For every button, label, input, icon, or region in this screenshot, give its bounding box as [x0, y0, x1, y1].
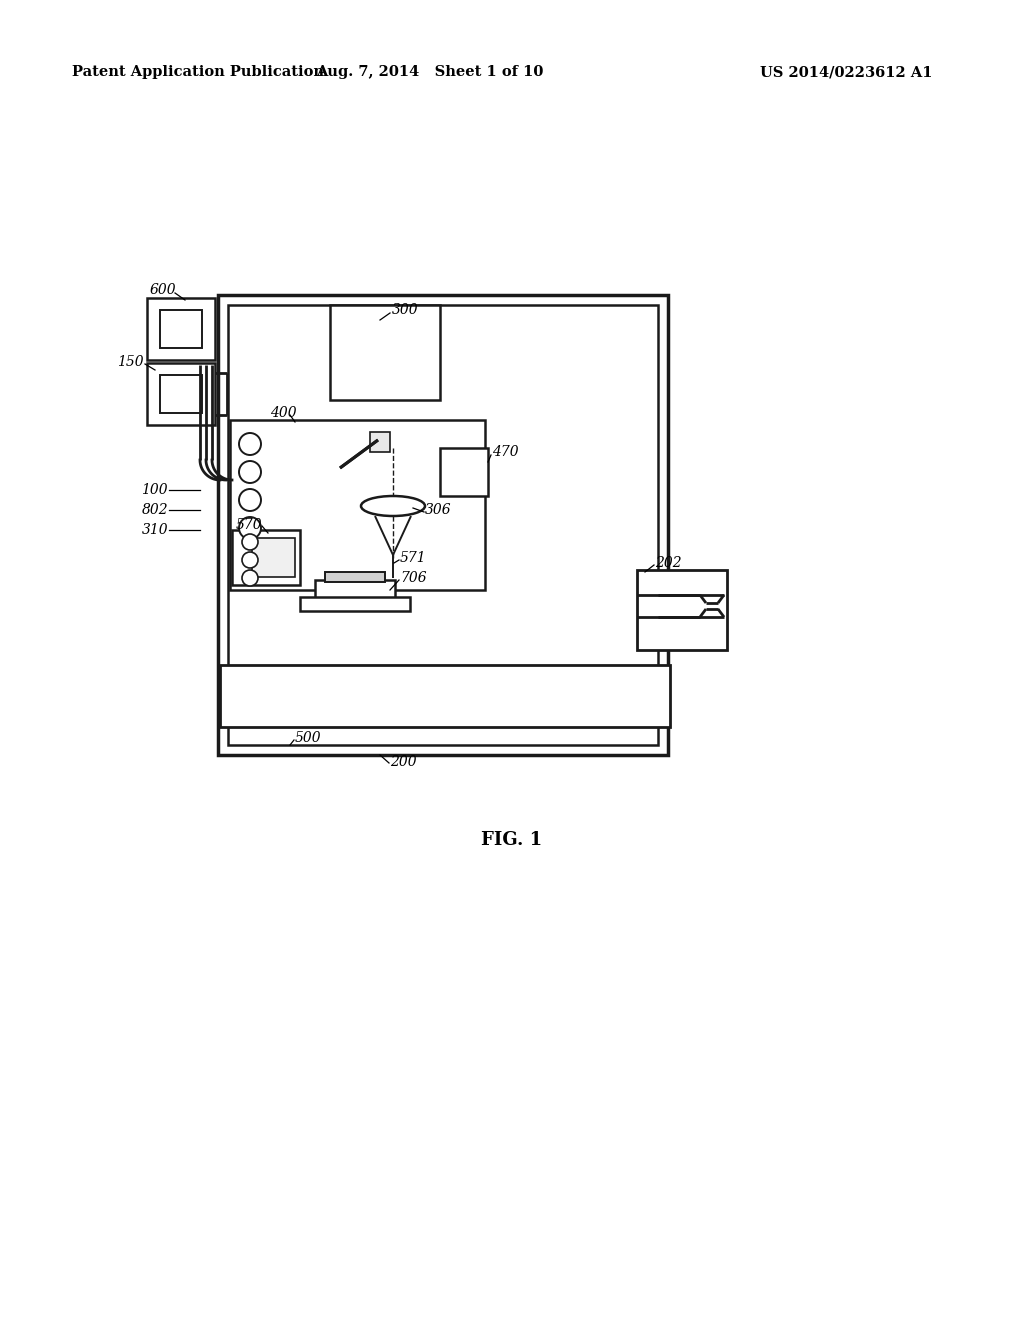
Text: US 2014/0223612 A1: US 2014/0223612 A1: [760, 65, 933, 79]
Circle shape: [239, 433, 261, 455]
Bar: [370, 432, 390, 451]
Bar: [160, 375, 202, 413]
Text: 500: 500: [295, 731, 322, 744]
Bar: [220, 665, 670, 727]
Circle shape: [242, 552, 258, 568]
Text: 100: 100: [141, 483, 168, 498]
Text: 470: 470: [492, 445, 518, 459]
Bar: [440, 447, 488, 496]
Bar: [147, 298, 215, 360]
Text: 706: 706: [400, 572, 427, 585]
Text: 570: 570: [236, 517, 262, 532]
Bar: [252, 539, 295, 577]
Bar: [218, 294, 668, 755]
Text: 300: 300: [392, 304, 419, 317]
Text: 571: 571: [400, 550, 427, 565]
Bar: [232, 531, 300, 585]
Text: 150: 150: [118, 355, 144, 370]
Text: Patent Application Publication: Patent Application Publication: [72, 65, 324, 79]
Bar: [300, 597, 410, 611]
Text: Aug. 7, 2014   Sheet 1 of 10: Aug. 7, 2014 Sheet 1 of 10: [316, 65, 544, 79]
Text: 202: 202: [655, 556, 682, 570]
Text: 200: 200: [390, 755, 417, 770]
Text: FIG. 1: FIG. 1: [481, 832, 543, 849]
Circle shape: [242, 535, 258, 550]
Bar: [147, 363, 215, 425]
Text: 600: 600: [150, 282, 176, 297]
Circle shape: [239, 488, 261, 511]
Circle shape: [239, 461, 261, 483]
Text: 400: 400: [270, 407, 297, 420]
Ellipse shape: [361, 496, 425, 516]
Bar: [325, 572, 385, 582]
Bar: [228, 305, 658, 744]
Circle shape: [242, 570, 258, 586]
Bar: [637, 570, 727, 649]
Text: 306: 306: [425, 503, 452, 517]
Text: 802: 802: [141, 503, 168, 517]
Bar: [315, 579, 395, 598]
Bar: [160, 310, 202, 348]
Circle shape: [239, 517, 261, 539]
Bar: [330, 305, 440, 400]
Bar: [230, 420, 485, 590]
Text: 310: 310: [141, 523, 168, 537]
